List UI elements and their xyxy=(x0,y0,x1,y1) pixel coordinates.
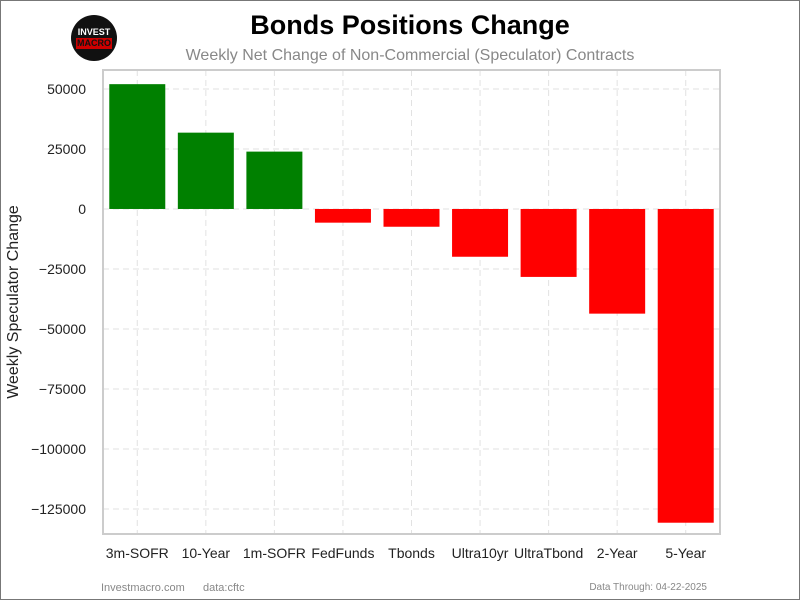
y-tick-label: 50000 xyxy=(47,81,86,97)
chart-subtitle: Weekly Net Change of Non-Commercial (Spe… xyxy=(185,47,635,64)
chart-title: Bonds Positions Change xyxy=(250,10,570,40)
footer-source: data:cftc xyxy=(203,582,245,594)
bar-5-year xyxy=(657,208,714,523)
y-tick-label: 0 xyxy=(78,201,86,217)
y-tick-label: −125000 xyxy=(31,501,86,517)
logo-text: INVEST xyxy=(77,27,111,37)
x-tick-label: UltraTbond xyxy=(514,545,583,561)
y-tick-label: −75000 xyxy=(39,381,86,397)
x-tick-label: FedFunds xyxy=(311,545,374,561)
x-tick-label: 10-Year xyxy=(182,545,231,561)
x-tick-label: 3m-SOFR xyxy=(106,545,169,561)
y-tick-label: −100000 xyxy=(31,441,86,457)
bar-fedfunds xyxy=(314,208,371,223)
x-tick-label: Ultra10yr xyxy=(452,545,509,561)
x-tick-label: 2-Year xyxy=(597,545,638,561)
footer-site: Investmacro.com xyxy=(101,582,185,594)
y-tick-label: −50000 xyxy=(39,321,86,337)
x-tick-label: 5-Year xyxy=(665,545,706,561)
bar-tbonds xyxy=(383,208,440,227)
bar-ultratbond xyxy=(520,208,577,277)
x-tick-label: Tbonds xyxy=(388,545,435,561)
plot-area-border xyxy=(102,69,721,535)
bar-1m-sofr xyxy=(246,151,303,209)
y-axis-label: Weekly Speculator Change xyxy=(5,205,22,399)
x-tick-label: 1m-SOFR xyxy=(243,545,306,561)
footer-date: Data Through: 04-22-2025 xyxy=(589,582,707,593)
bar-ultra10yr xyxy=(452,208,509,257)
logo-text-2: MACRO xyxy=(76,38,112,49)
y-tick-label: 25000 xyxy=(47,141,86,157)
y-tick-label: −25000 xyxy=(39,261,86,277)
investmacro-logo: INVEST MACRO xyxy=(71,15,117,61)
bar-3m-sofr xyxy=(109,84,166,209)
bar-2-year xyxy=(589,208,646,314)
bar-10-year xyxy=(177,132,234,209)
